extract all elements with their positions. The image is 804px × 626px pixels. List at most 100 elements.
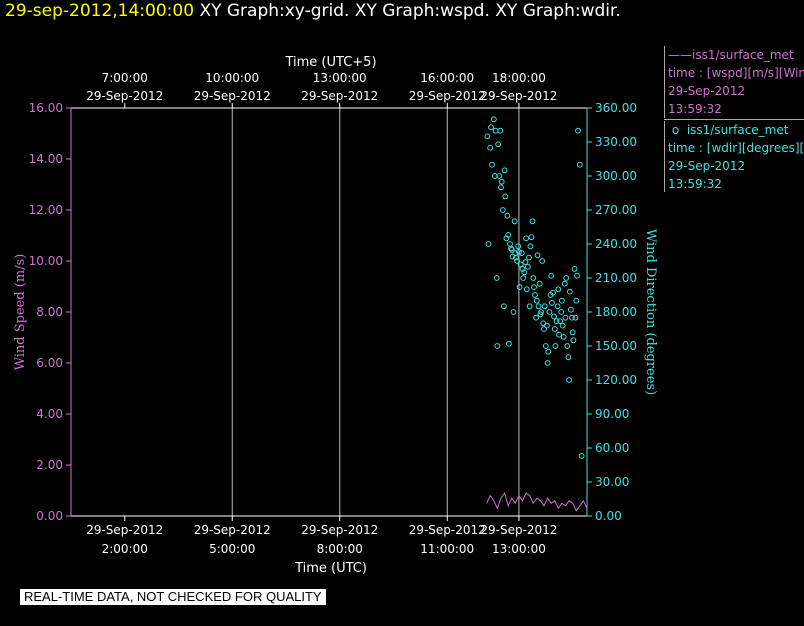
- wind-direction-point: [529, 218, 536, 225]
- bottom-tick-time: 13:00:00: [492, 542, 546, 556]
- wind-direction-point: [534, 252, 541, 259]
- wind-direction-point: [527, 243, 534, 250]
- right-axis-label: Wind Direction (degrees): [643, 229, 658, 395]
- wind-direction-point: [518, 250, 525, 257]
- wind-direction-point: [533, 297, 540, 304]
- grid-layer: [231, 108, 520, 516]
- legend-source: iss1/surface_met: [686, 123, 789, 137]
- legend-variable: time : [wdir][degrees][W: [668, 141, 804, 155]
- wind-direction-point: [490, 116, 497, 123]
- legend-variable: time : [wspd][m/s][Wind: [668, 66, 804, 80]
- wind-direction-point: [530, 275, 537, 281]
- bottom-tick-date: 29-Sep-2012: [480, 523, 557, 537]
- wind-direction-point: [548, 272, 555, 279]
- wind-direction-point: [538, 309, 544, 315]
- wind-direction-point: [506, 340, 512, 347]
- left-tick-label: 14.00: [29, 152, 63, 166]
- wind-direction-point: [576, 161, 583, 168]
- wind-direction-point: [514, 258, 520, 264]
- right-tick-label: 30.00: [595, 475, 629, 489]
- left-tick-label: 10.00: [29, 254, 63, 268]
- legend-time: 13:59:32: [668, 102, 722, 116]
- header-timestamp: 29-sep-2012,14:00:00: [5, 1, 195, 21]
- bottom-tick-time: 11:00:00: [420, 542, 474, 556]
- wind-direction-point: [502, 193, 509, 200]
- bottom-tick-time: 5:00:00: [209, 542, 255, 556]
- right-tick-label: 330.00: [595, 135, 637, 149]
- right-tick-label: 90.00: [595, 407, 629, 421]
- wind-direction-point: [551, 313, 557, 320]
- wind-direction-point: [510, 309, 517, 315]
- wind-direction-point: [526, 254, 532, 261]
- wind-direction-point: [556, 331, 562, 338]
- wind-direction-point: [507, 241, 513, 247]
- axis-layer: 0.00 2.00 4.00 6.00 8.00 10.00 12.00 14.00 16.00…: [29, 71, 637, 556]
- wind-direction-point: [568, 306, 574, 313]
- right-tick-label: 60.00: [595, 441, 629, 455]
- wind-direction-point: [575, 127, 581, 134]
- bottom-tick-time: 2:00:00: [102, 542, 148, 556]
- wind-direction-point: [566, 377, 572, 383]
- wind-direction-point: [562, 314, 569, 321]
- right-tick-label: 120.00: [595, 373, 637, 387]
- wind-direction-point: [498, 178, 505, 185]
- wind-direction-point: [487, 144, 494, 151]
- wind-direction-point: [566, 288, 573, 295]
- quality-disclaimer: REAL-TIME DATA, NOT CHECKED FOR QUALITY: [20, 589, 326, 605]
- wind-direction-point: [488, 124, 494, 131]
- wind-direction-point: [521, 269, 528, 276]
- right-tick-label: 360.00: [595, 101, 637, 115]
- wind-direction-point: [559, 322, 566, 329]
- left-tick-label: 8.00: [36, 305, 63, 319]
- bottom-axis-label: Time (UTC): [294, 561, 367, 576]
- wind-direction-point: [541, 303, 548, 310]
- wind-direction-point: [544, 322, 550, 329]
- wind-direction-point: [516, 249, 522, 255]
- wind-direction-point: [484, 133, 491, 140]
- wind-direction-point: [523, 286, 530, 293]
- top-tick-date: 29-Sep-2012: [480, 89, 557, 103]
- wind-direction-point: [485, 241, 492, 247]
- wind-direction-point: [564, 343, 571, 349]
- wind-direction-point: [560, 334, 567, 340]
- wind-direction-point: [555, 286, 562, 293]
- legend-line-marker: ——: [668, 48, 692, 62]
- legend-date: 29-Sep-2012: [668, 159, 746, 173]
- legend-date: 29-Sep-2012: [668, 84, 746, 98]
- wind-direction-point: [545, 348, 552, 355]
- wind-direction-point: [552, 343, 559, 349]
- bottom-tick-time: 8:00:00: [317, 542, 363, 556]
- wind-direction-point: [497, 127, 504, 134]
- wind-direction-point: [526, 303, 533, 310]
- wind-direction-point: [544, 360, 551, 366]
- right-tick-label: 210.00: [595, 271, 637, 285]
- wind-direction-point: [499, 207, 506, 213]
- page-title: 29-sep-2012,14:00:00 XY Graph:xy-grid. X…: [5, 1, 621, 21]
- bottom-tick-date: 29-Sep-2012: [301, 523, 378, 537]
- wind-direction-point: [489, 161, 495, 168]
- wind-direction-point: [557, 318, 563, 325]
- wind-direction-point: [578, 453, 585, 459]
- left-tick-label: 4.00: [36, 407, 63, 421]
- wind-direction-point: [553, 318, 560, 325]
- wind-direction-point: [515, 243, 522, 250]
- right-tick-label: 300.00: [595, 169, 637, 183]
- wind-direction-point: [572, 314, 579, 321]
- left-tick-label: 16.00: [29, 101, 63, 115]
- wind-direction-point: [492, 127, 499, 134]
- top-tick-time: 7:00:00: [102, 71, 148, 85]
- top-tick-time: 13:00:00: [313, 71, 367, 85]
- wind-direction-point: [522, 259, 529, 266]
- wind-direction-point: [531, 284, 537, 291]
- top-axis-label: Time (UTC+5): [284, 55, 376, 70]
- wind-direction-point: [569, 329, 576, 336]
- legend-time: 13:59:32: [668, 177, 722, 191]
- wind-direction-point: [501, 303, 507, 310]
- wind-direction-point: [505, 232, 512, 238]
- left-tick-label: 6.00: [36, 356, 63, 370]
- wind-direction-point: [573, 297, 580, 304]
- wind-direction-point: [546, 309, 553, 315]
- right-tick-label: 150.00: [595, 339, 637, 353]
- wind-direction-point: [532, 292, 538, 298]
